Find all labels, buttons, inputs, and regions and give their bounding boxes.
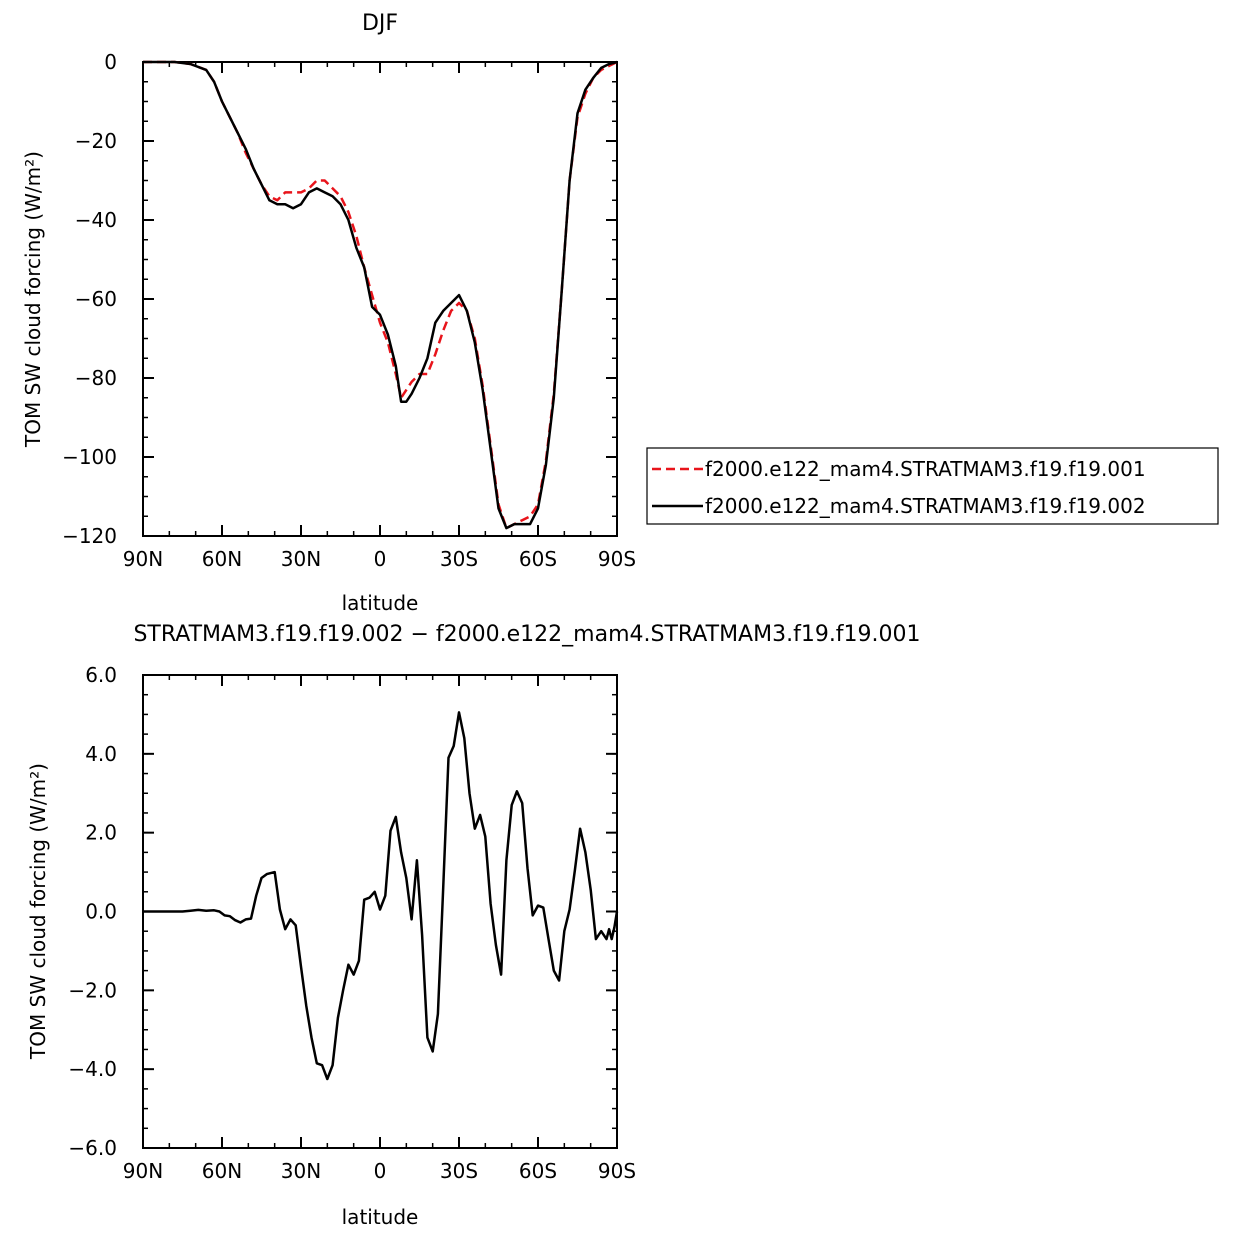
top-y-tick-label: −120 (62, 524, 117, 548)
top-series-group (143, 60, 618, 530)
top-x-tick-label: 30S (440, 547, 478, 571)
top-x-tick-label: 30N (281, 547, 321, 571)
legend: f2000.e122_mam4.STRATMAM3.f19.f19.001 f2… (646, 447, 1219, 525)
bottom-y-tick-label: 4.0 (85, 742, 117, 766)
bottom-series-line-1 (143, 711, 619, 1081)
bottom-x-tick-label: 30S (440, 1159, 478, 1183)
bottom-x-tick-label: 60S (519, 1159, 557, 1183)
bottom-y-tick-label: −2.0 (68, 978, 117, 1002)
top-x-tick-label: 60N (202, 547, 242, 571)
top-y-tick-label: −20 (75, 129, 117, 153)
legend-frame (646, 447, 1219, 525)
top-x-tick-label: 0 (374, 547, 387, 571)
bottom-y-tick-label: −6.0 (68, 1136, 117, 1160)
top-y-tick-label: −60 (75, 287, 117, 311)
bottom-x-tick-label: 90N (123, 1159, 163, 1183)
bottom-x-tick-label: 90S (598, 1159, 636, 1183)
legend-label-001: f2000.e122_mam4.STRATMAM3.f19.f19.001 (705, 457, 1146, 481)
bottom-series-group (143, 711, 619, 1081)
top-y-tick-label: −40 (75, 208, 117, 232)
top-axes: 90N 60N 30N 0 30S 60S 90S 0 −20 −40 −60 −80 −100 −120 (62, 50, 636, 571)
top-chart-title: DJF (362, 11, 398, 36)
bottom-axes: 90N 60N 30N 0 30S 60S 90S 6.0 4.0 2.0 0.0 −2.0 −4.0 −… (68, 663, 636, 1183)
bottom-y-tick-label: −4.0 (68, 1057, 117, 1081)
bottom-y-tick-label: 6.0 (85, 663, 117, 687)
bottom-panel: STRATMAM3.f19.f19.002 − f2000.e122_mam4.… (26, 622, 921, 1229)
top-y-tick-label: 0 (104, 50, 117, 74)
bottom-chart-title: STRATMAM3.f19.f19.002 − f2000.e122_mam4.… (133, 622, 920, 647)
bottom-y-tick-label: 0.0 (85, 900, 117, 924)
legend-label-002: f2000.e122_mam4.STRATMAM3.f19.f19.002 (705, 494, 1146, 518)
bottom-x-tick-label: 0 (374, 1159, 387, 1183)
bottom-y-tick-label: 2.0 (85, 821, 117, 845)
top-y-tick-label: −80 (75, 366, 117, 390)
top-series-line-2 (143, 60, 618, 530)
top-y-tick-label: −100 (62, 445, 117, 469)
top-x-tick-label: 60S (519, 547, 557, 571)
top-x-axis-label: latitude (342, 591, 419, 615)
top-panel: DJF TOM SW cloud forcing (W/m²) latitude… (21, 11, 1219, 615)
bottom-x-axis-label: latitude (342, 1205, 419, 1229)
bottom-y-axis-label: TOM SW cloud forcing (W/m²) (26, 763, 50, 1060)
bottom-x-tick-label: 60N (202, 1159, 242, 1183)
top-x-tick-label: 90N (123, 547, 163, 571)
top-y-axis-label: TOM SW cloud forcing (W/m²) (21, 151, 45, 448)
top-x-tick-label: 90S (598, 547, 636, 571)
bottom-x-tick-label: 30N (281, 1159, 321, 1183)
